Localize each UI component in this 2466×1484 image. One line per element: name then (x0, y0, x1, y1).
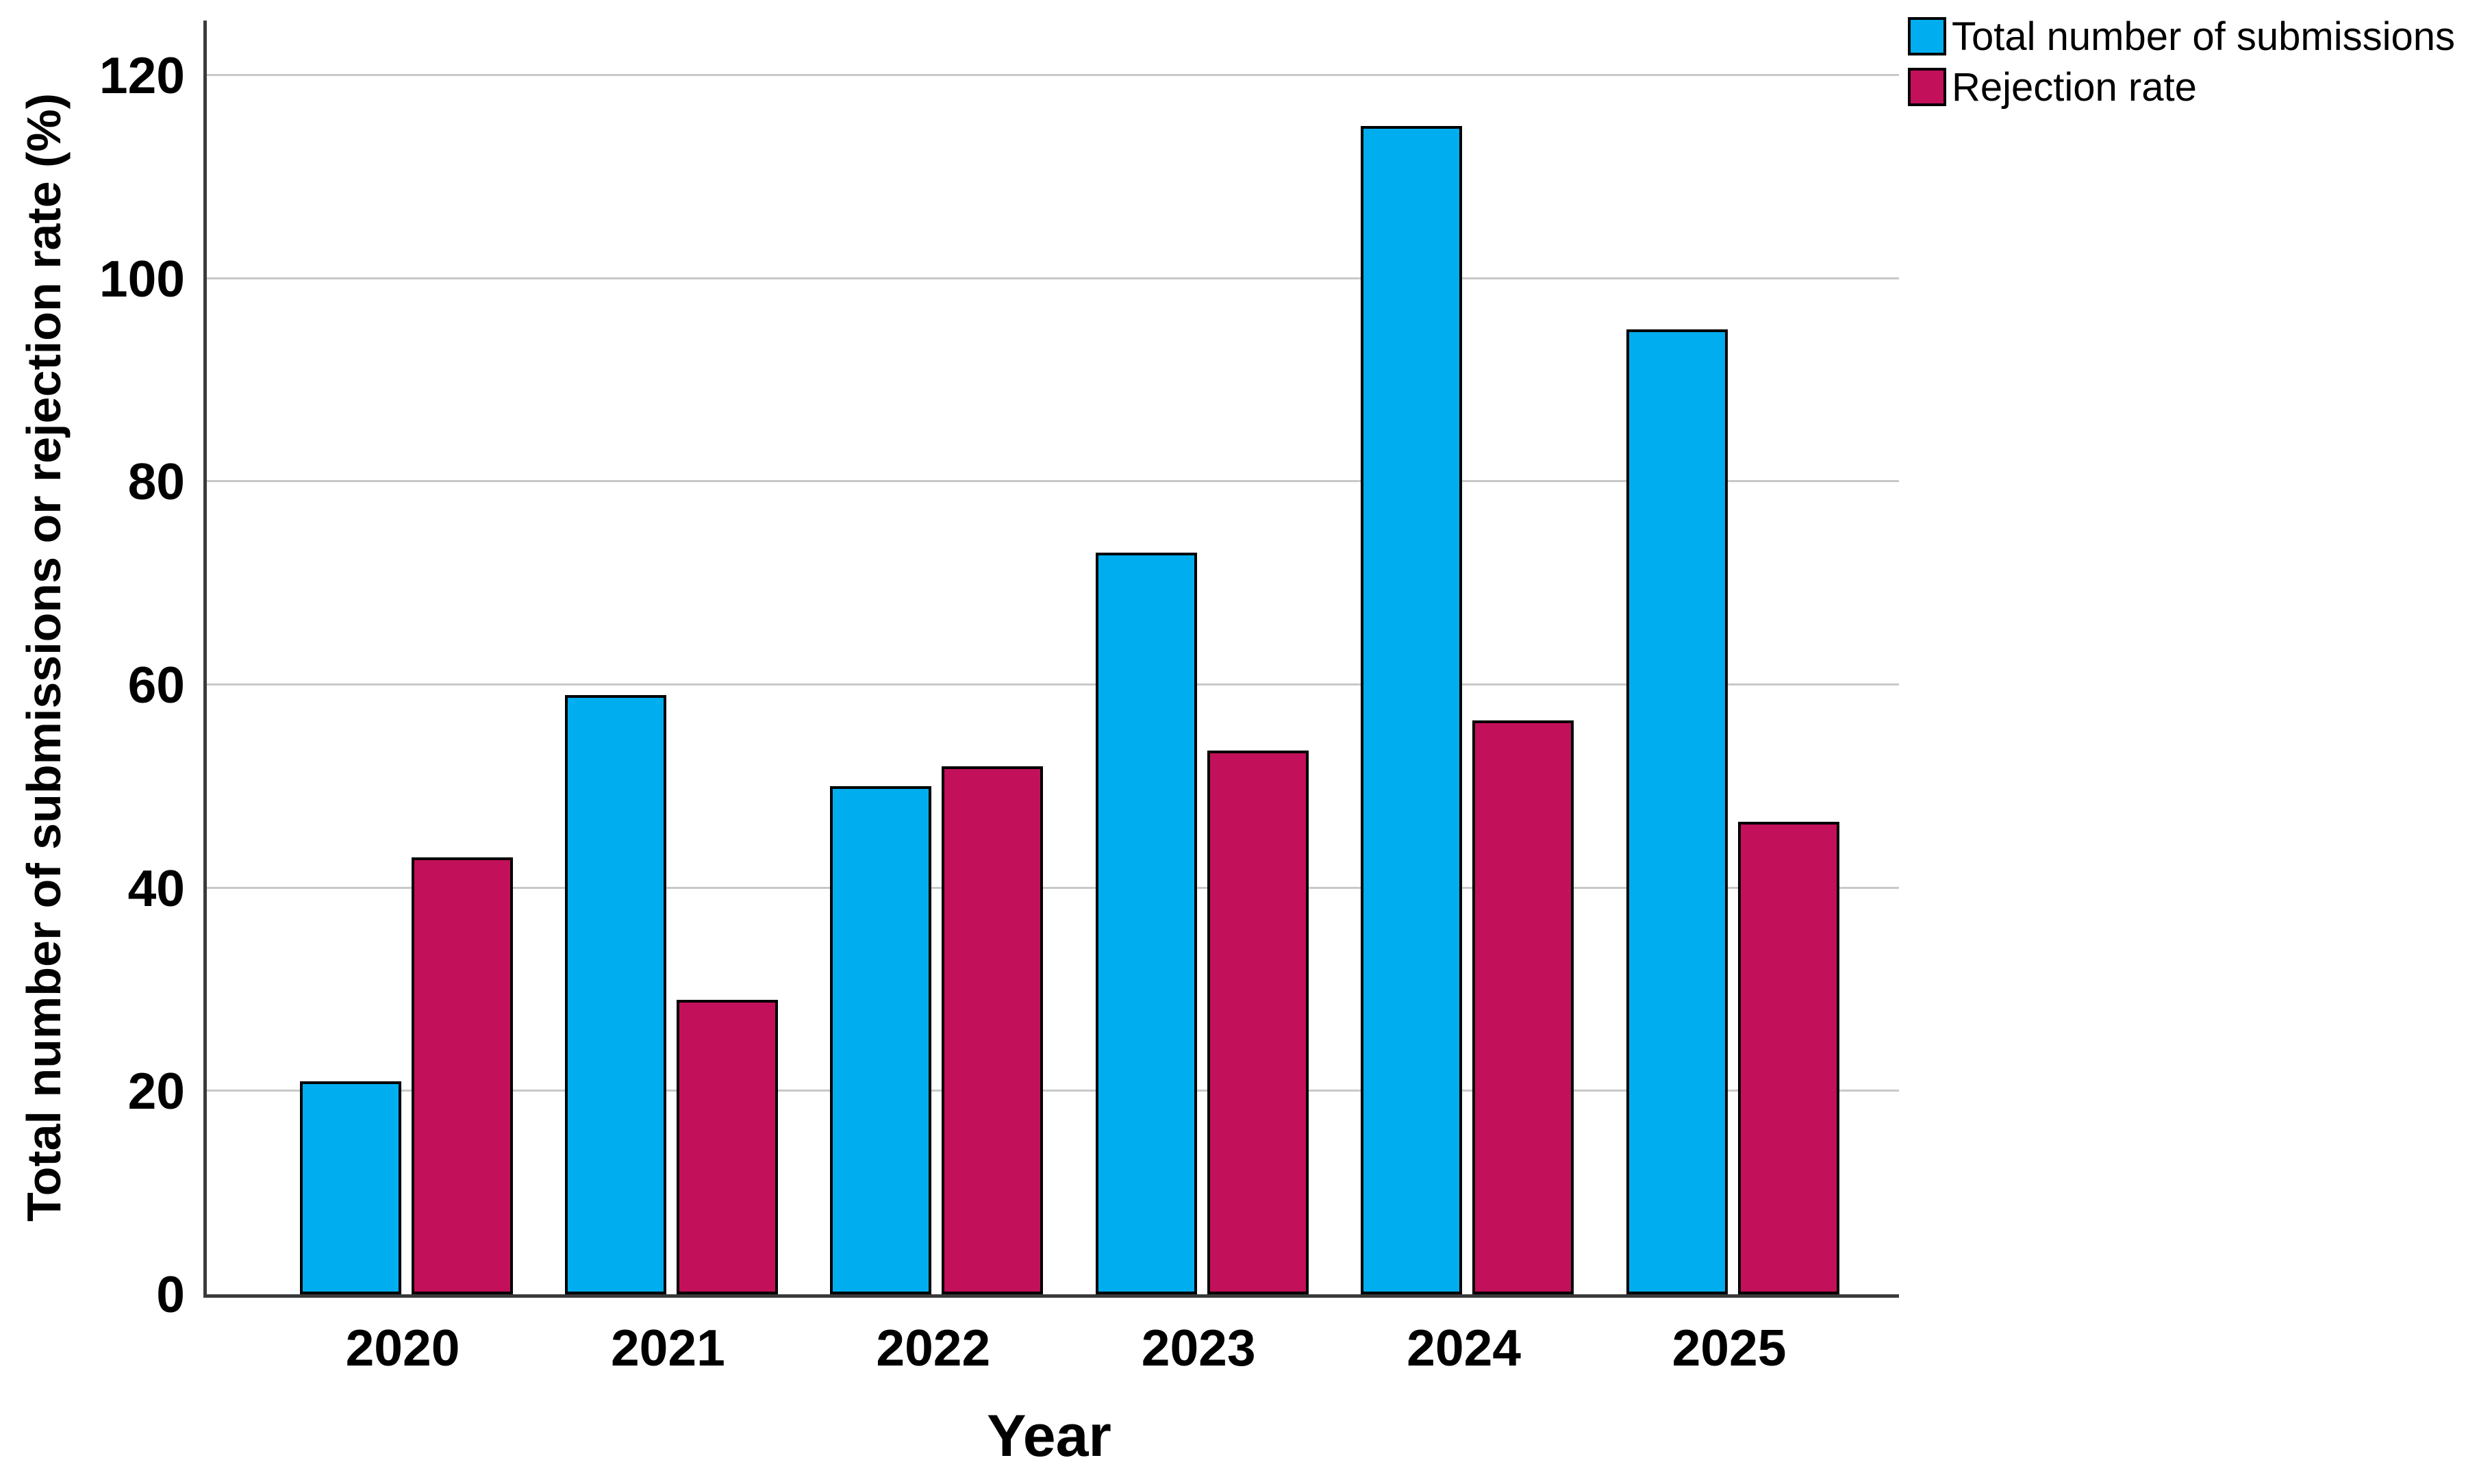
bar-2024-submissions (1361, 126, 1463, 1294)
x-tick-label-2021: 2021 (610, 1319, 725, 1376)
bar-2020-rejection-rate (411, 857, 513, 1294)
gridline-y-120 (207, 74, 1899, 77)
legend-swatch-submissions (1908, 17, 1946, 55)
y-tick-label-120: 120 (99, 47, 185, 105)
x-tick-label-2020: 2020 (345, 1319, 460, 1376)
bar-2023-rejection-rate (1207, 751, 1309, 1294)
legend-label-submissions: Total number of submissions (1952, 14, 2455, 59)
legend-label-rejection-rate: Rejection rate (1952, 64, 2197, 110)
y-tick-label-60: 60 (127, 656, 185, 714)
gridline-y-60 (207, 683, 1899, 686)
gridline-y-80 (207, 480, 1899, 483)
x-axis-title: Year (987, 1403, 1111, 1469)
x-tick-label-2022: 2022 (876, 1319, 991, 1376)
bar-2022-submissions (830, 786, 932, 1294)
bar-2020-submissions (299, 1081, 401, 1294)
x-tick-label-2024: 2024 (1407, 1319, 1522, 1376)
y-tick-label-20: 20 (127, 1062, 185, 1120)
gridline-y-40 (207, 886, 1899, 889)
bar-2022-rejection-rate (942, 766, 1044, 1294)
y-tick-label-0: 0 (156, 1266, 185, 1323)
legend: Total number of submissions Rejection ra… (1908, 14, 2455, 118)
x-tick-label-2023: 2023 (1141, 1319, 1256, 1376)
bar-2023-submissions (1095, 553, 1197, 1294)
y-tick-label-40: 40 (127, 859, 185, 917)
bar-2025-rejection-rate (1737, 822, 1839, 1294)
legend-row-submissions: Total number of submissions (1908, 14, 2455, 59)
x-tick-label-2025: 2025 (1672, 1319, 1787, 1376)
gridline-y-100 (207, 277, 1899, 279)
bar-2024-rejection-rate (1472, 720, 1574, 1294)
bar-2021-rejection-rate (676, 1000, 778, 1294)
y-tick-label-80: 80 (127, 453, 185, 511)
bar-2025-submissions (1626, 329, 1728, 1294)
gridline-y-20 (207, 1090, 1899, 1092)
y-tick-label-100: 100 (99, 249, 185, 307)
bar-2021-submissions (564, 695, 666, 1294)
legend-row-rejection-rate: Rejection rate (1908, 64, 2455, 110)
legend-swatch-rejection-rate (1908, 68, 1946, 106)
plot-area (203, 21, 1899, 1298)
